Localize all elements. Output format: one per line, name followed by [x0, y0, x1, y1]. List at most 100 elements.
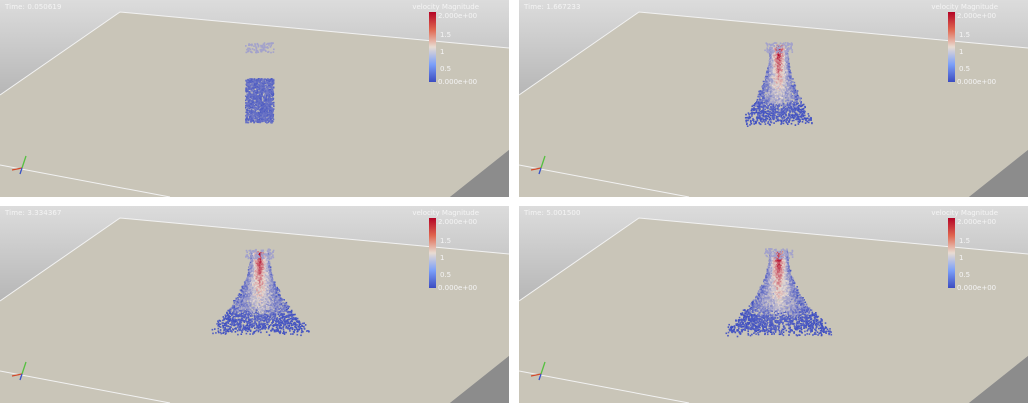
particle — [259, 121, 261, 124]
particle — [762, 115, 765, 118]
particle — [260, 309, 263, 312]
particle — [782, 76, 784, 78]
particle — [766, 70, 768, 73]
particle — [254, 112, 257, 115]
particle — [284, 322, 287, 325]
particle — [255, 112, 257, 114]
particle — [764, 86, 767, 89]
particle — [783, 51, 785, 54]
particle — [793, 89, 795, 91]
particle — [285, 331, 287, 334]
particle — [251, 106, 254, 109]
particle — [772, 104, 774, 106]
particle — [272, 86, 275, 89]
particle — [272, 93, 275, 95]
particle — [802, 118, 805, 121]
particle — [266, 104, 268, 107]
particle — [768, 101, 771, 103]
particle — [789, 76, 791, 78]
particle — [296, 317, 299, 320]
particle — [278, 293, 280, 296]
particle — [750, 122, 753, 125]
particle — [261, 84, 263, 86]
particle-cap — [263, 48, 265, 51]
particle — [769, 45, 772, 48]
particle — [255, 97, 257, 99]
particle — [248, 91, 251, 93]
particle-cap — [255, 51, 257, 53]
particle — [781, 113, 784, 116]
particle — [245, 105, 247, 107]
particle — [260, 81, 263, 84]
particle — [290, 333, 292, 335]
particle — [227, 328, 230, 331]
particle — [269, 109, 271, 111]
particle-cap — [257, 43, 259, 46]
particle — [247, 107, 249, 110]
particle-cap — [770, 44, 773, 46]
particle-cap — [270, 44, 272, 47]
particle — [783, 94, 785, 97]
particle — [794, 96, 797, 98]
particle — [778, 76, 781, 79]
particle — [808, 118, 811, 121]
particle — [788, 89, 791, 92]
particle — [772, 49, 775, 51]
particle — [254, 114, 257, 117]
particle — [265, 121, 268, 123]
particle — [268, 334, 271, 336]
particle — [777, 94, 780, 97]
particle — [264, 107, 266, 110]
particle-cap — [772, 42, 775, 45]
particle — [758, 96, 761, 99]
particle — [806, 117, 809, 119]
particle — [758, 122, 760, 124]
particle — [768, 64, 770, 66]
particle — [770, 101, 773, 103]
particle — [791, 86, 793, 89]
particle — [784, 66, 786, 68]
particle-cap — [773, 50, 775, 52]
particle — [782, 77, 784, 79]
particle — [250, 100, 252, 102]
particle — [777, 48, 779, 50]
particle — [268, 92, 271, 94]
particle — [803, 111, 805, 113]
particle — [261, 110, 264, 112]
particle — [767, 70, 770, 72]
particle — [248, 96, 250, 98]
particle — [756, 119, 759, 122]
particle — [775, 111, 777, 114]
particle — [746, 123, 748, 126]
particle — [263, 87, 265, 90]
particle — [779, 73, 782, 76]
particle — [262, 104, 265, 107]
particle — [805, 119, 807, 122]
particle-cap — [248, 44, 250, 46]
particle — [239, 314, 241, 316]
particle — [773, 118, 775, 120]
particle — [264, 114, 266, 116]
particle-cap — [777, 50, 780, 53]
particle — [287, 321, 290, 324]
particle — [258, 84, 260, 86]
particle-cap — [790, 46, 792, 48]
particle — [256, 96, 258, 98]
particle-cap — [787, 42, 789, 44]
particle — [784, 51, 787, 53]
particle — [248, 82, 250, 85]
particle — [781, 72, 784, 74]
particle — [782, 101, 784, 103]
particle — [783, 53, 785, 56]
particle — [254, 107, 256, 110]
particle — [802, 103, 805, 106]
particle — [768, 112, 770, 115]
particle — [258, 118, 261, 121]
particle-cap — [781, 51, 783, 53]
particle-cloud — [744, 42, 813, 127]
particle — [788, 105, 791, 108]
particle — [254, 86, 257, 89]
particle — [770, 74, 772, 77]
particle — [763, 97, 766, 100]
particle — [784, 75, 786, 78]
